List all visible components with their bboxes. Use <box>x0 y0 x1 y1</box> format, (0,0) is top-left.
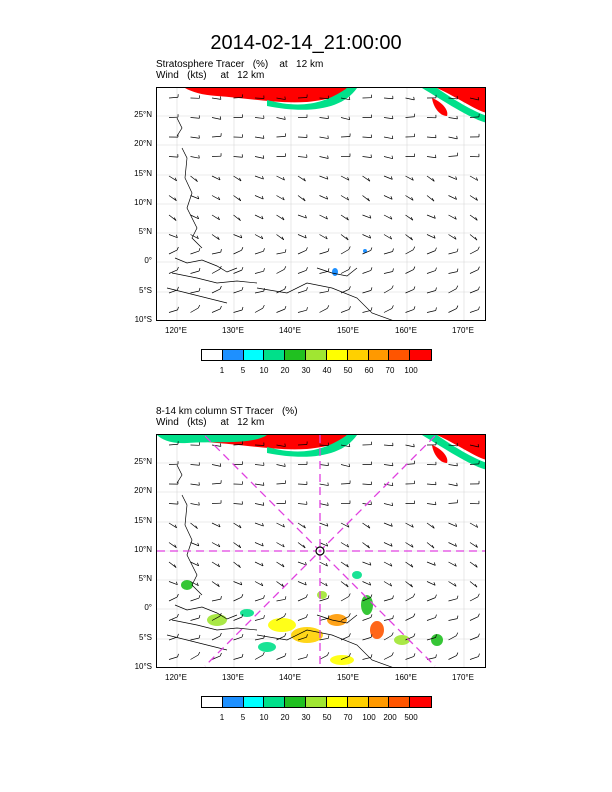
colorbar-swatch <box>410 697 431 707</box>
colorbar-label: 50 <box>343 366 353 375</box>
lat-tick-label: 15°N <box>134 516 152 525</box>
colorbar-label: 70 <box>343 713 353 722</box>
lat-tick-label: 25°N <box>134 110 152 119</box>
colorbar-label: 1 <box>219 713 225 722</box>
lat-tick-label: 20°N <box>134 139 152 148</box>
lat-tick-label: 5°S <box>139 633 152 642</box>
colorbar-label: 20 <box>280 366 290 375</box>
lat-tick-label: 10°N <box>134 198 152 207</box>
wind-barbs <box>168 94 480 313</box>
colorbar-label: 100 <box>362 713 376 722</box>
colorbar-label: 10 <box>259 366 269 375</box>
panel1-title-line1: Stratosphere Tracer (%) at 12 km <box>156 59 324 70</box>
panel1-map <box>156 87 486 321</box>
tracer-shading <box>157 435 485 665</box>
colorbar-swatch <box>306 697 327 707</box>
lon-tick-label: 130°E <box>222 326 244 335</box>
coastlines <box>166 464 393 667</box>
lat-tick-label: 0° <box>144 603 152 612</box>
colorbar-swatch <box>368 697 390 707</box>
colorbar-swatch <box>202 350 223 360</box>
colorbar-swatch <box>410 350 431 360</box>
colorbar-label: 50 <box>322 713 332 722</box>
lat-tick-label: 10°N <box>134 545 152 554</box>
colorbar-label: 20 <box>280 713 290 722</box>
lat-tick-label: 0° <box>144 256 152 265</box>
colorbar-swatch <box>222 697 244 707</box>
colorbar-swatch <box>285 697 307 707</box>
lon-tick-label: 140°E <box>279 673 301 682</box>
panel2-title-line2: Wind (kts) at 12 km <box>156 417 265 428</box>
panel2-map <box>156 434 486 668</box>
lon-tick-label: 140°E <box>279 326 301 335</box>
colorbar-swatch <box>222 350 244 360</box>
panel1-colorbar <box>201 349 432 361</box>
colorbar-swatch <box>202 697 223 707</box>
colorbar-label: 40 <box>322 366 332 375</box>
panel2-title-line1: 8-14 km column ST Tracer (%) <box>156 406 298 417</box>
lon-tick-label: 170°E <box>452 673 474 682</box>
gridlines <box>157 88 485 320</box>
tracer-shading <box>185 88 485 276</box>
lat-tick-label: 5°S <box>139 286 152 295</box>
colorbar-label: 5 <box>240 713 246 722</box>
lat-tick-label: 5°N <box>138 227 152 236</box>
colorbar-swatch <box>243 350 265 360</box>
panel2-colorbar <box>201 696 432 708</box>
colorbar-label: 100 <box>404 366 418 375</box>
colorbar-label: 60 <box>364 366 374 375</box>
colorbar-swatch <box>243 697 265 707</box>
colorbar-label: 30 <box>301 713 311 722</box>
lat-tick-label: 10°S <box>134 315 152 324</box>
wind-barbs <box>168 441 480 660</box>
colorbar-label: 30 <box>301 366 311 375</box>
panel1-title-line2: Wind (kts) at 12 km <box>156 70 265 81</box>
lon-tick-label: 130°E <box>222 673 244 682</box>
colorbar-swatch <box>306 350 327 360</box>
lon-tick-label: 120°E <box>165 326 187 335</box>
colorbar-swatch <box>326 350 348 360</box>
main-title: 2014-02-14_21:00:00 <box>210 32 402 54</box>
lon-tick-label: 160°E <box>395 326 417 335</box>
colorbar-swatch <box>264 697 286 707</box>
lon-tick-label: 150°E <box>337 326 359 335</box>
colorbar-swatch <box>389 697 411 707</box>
colorbar-swatch <box>326 697 348 707</box>
lon-tick-label: 170°E <box>452 326 474 335</box>
lat-tick-label: 5°N <box>138 574 152 583</box>
colorbar-swatch <box>389 350 411 360</box>
coastlines <box>166 117 393 320</box>
lat-tick-label: 10°S <box>134 662 152 671</box>
colorbar-swatch <box>368 350 390 360</box>
lon-tick-label: 150°E <box>337 673 359 682</box>
lat-tick-label: 20°N <box>134 486 152 495</box>
colorbar-swatch <box>285 350 307 360</box>
colorbar-swatch <box>347 697 369 707</box>
lat-tick-label: 15°N <box>134 169 152 178</box>
colorbar-label: 5 <box>240 366 246 375</box>
lon-tick-label: 120°E <box>165 673 187 682</box>
map-canvas <box>157 88 485 320</box>
colorbar-label: 500 <box>404 713 418 722</box>
colorbar-swatch <box>264 350 286 360</box>
colorbar-label: 200 <box>383 713 397 722</box>
colorbar-label: 10 <box>259 713 269 722</box>
colorbar-label: 1 <box>219 366 225 375</box>
map-canvas <box>157 435 485 667</box>
lon-tick-label: 160°E <box>395 673 417 682</box>
lat-tick-label: 25°N <box>134 457 152 466</box>
colorbar-swatch <box>347 350 369 360</box>
colorbar-label: 70 <box>385 366 395 375</box>
